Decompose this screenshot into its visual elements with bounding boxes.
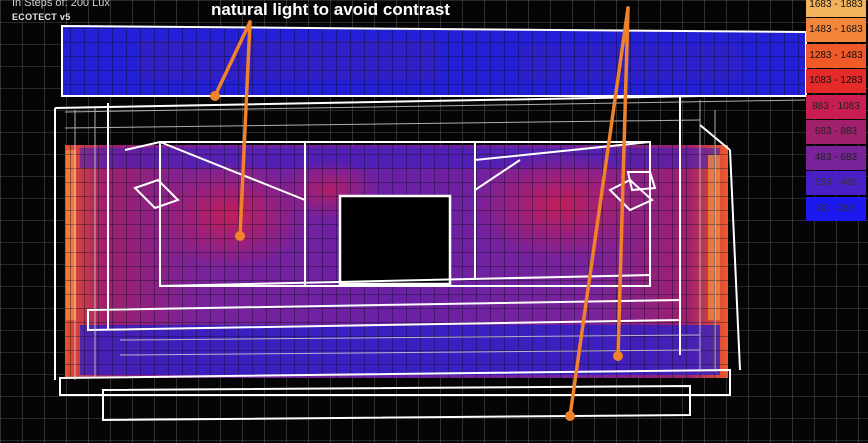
steps-label: In Steps of: 200 Lux — [12, 0, 110, 9]
software-logo: ECOTECT v5 — [12, 12, 71, 22]
legend-entry: 683 - 883 — [806, 120, 866, 145]
arrow-tip-dot — [613, 351, 623, 361]
legend-entry: 1283 - 1483 — [806, 43, 866, 68]
arrow-tip-dot — [235, 231, 245, 241]
legend-entry: 1083 - 1283 — [806, 69, 866, 94]
annotation-arrows — [213, 6, 630, 418]
annotation-caption: natural light to avoid contrast — [211, 0, 450, 19]
central-opening — [338, 194, 452, 286]
legend-entry: 1483 - 1683 — [806, 18, 866, 43]
legend-entry: 1683 - 1883 — [806, 0, 866, 17]
legend-entry: 483 - 683 — [806, 145, 866, 170]
legend-entry: 283 - 483 — [806, 171, 866, 196]
arrow-tip-dot — [210, 91, 220, 101]
legend-entry: 883 - 1083 — [806, 94, 866, 119]
arrow-tip-dot — [565, 411, 575, 421]
illuminance-legend: 1683 - 1883 1483 - 1683 1283 - 1483 1083 - … — [806, 0, 866, 222]
legend-entry: 83 - 283 — [806, 196, 866, 221]
